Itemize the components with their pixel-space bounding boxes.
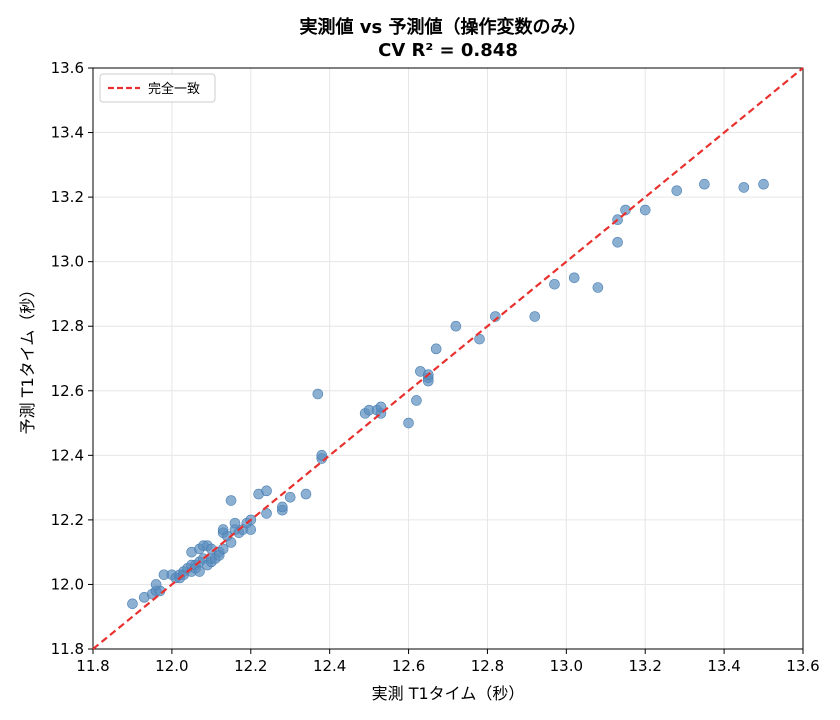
data-point — [549, 278, 560, 290]
data-point — [699, 178, 710, 190]
y-tick-label: 12.6 — [51, 382, 84, 400]
x-tick-label: 12.2 — [234, 657, 267, 675]
data-point — [411, 395, 422, 406]
data-point — [284, 491, 296, 503]
data-point — [671, 185, 683, 196]
y-tick-label: 13.2 — [51, 188, 84, 206]
data-point — [529, 311, 541, 322]
x-tick-label: 13.0 — [550, 657, 583, 675]
data-point — [261, 485, 272, 497]
y-tick-label: 12.4 — [51, 446, 84, 464]
legend: 完全一致 — [99, 73, 216, 103]
chart-title: 実測値 vs 予測値（操作変数のみ） — [300, 16, 587, 38]
data-point — [738, 182, 750, 193]
data-point — [217, 524, 229, 535]
data-point — [127, 598, 138, 610]
data-point — [474, 333, 485, 345]
legend-box — [99, 73, 216, 103]
axes: 11.8 12.0 12.2 12.4 12.6 12.8 13.0 13.2 13.4 13.6… — [51, 59, 820, 675]
data-point — [245, 524, 257, 535]
x-axis-label: 実測 T1タイム（秒） — [372, 684, 525, 703]
data-point — [217, 543, 229, 555]
data-point — [150, 579, 162, 590]
chart-subtitle: CV R² = 0.848 — [378, 40, 518, 61]
x-tick-label: 13.4 — [707, 657, 740, 675]
data-point — [450, 320, 462, 332]
y-tick-label: 13.4 — [51, 124, 84, 142]
legend-label: 完全一致 — [148, 81, 200, 97]
x-tick-label: 11.8 — [76, 657, 109, 675]
data-point — [403, 417, 414, 429]
data-point — [375, 401, 387, 413]
y-tick-label: 12.2 — [51, 511, 84, 529]
y-tick-label: 11.8 — [51, 640, 84, 658]
data-point — [312, 388, 324, 400]
data-point — [277, 501, 288, 513]
data-point — [300, 488, 312, 500]
data-point — [430, 343, 442, 355]
data-point — [225, 495, 237, 506]
data-point — [229, 517, 241, 529]
y-tick-label: 13.6 — [51, 59, 84, 77]
data-point — [639, 204, 651, 216]
x-tick-label: 13.6 — [786, 657, 819, 675]
data-point — [225, 537, 237, 548]
x-tick-label: 12.6 — [392, 657, 425, 675]
x-tick-label: 12.4 — [313, 657, 346, 675]
y-tick-label: 12.8 — [51, 317, 84, 335]
y-axis-label: 予測 T1タイム（秒） — [18, 282, 37, 435]
plot-frame — [92, 67, 804, 650]
x-tick-label: 13.2 — [629, 657, 662, 675]
data-point — [612, 237, 623, 248]
data-point — [568, 272, 580, 284]
y-tick-label: 12.0 — [51, 575, 84, 593]
data-point — [316, 450, 328, 461]
y-tick-label: 13.0 — [51, 253, 84, 271]
x-tick-label: 12.8 — [471, 657, 504, 675]
data-point — [758, 178, 769, 190]
x-tick-label: 12.0 — [155, 657, 188, 675]
data-points — [127, 178, 769, 610]
data-point — [592, 282, 604, 293]
reference-line — [92, 67, 804, 650]
data-point — [261, 508, 272, 519]
